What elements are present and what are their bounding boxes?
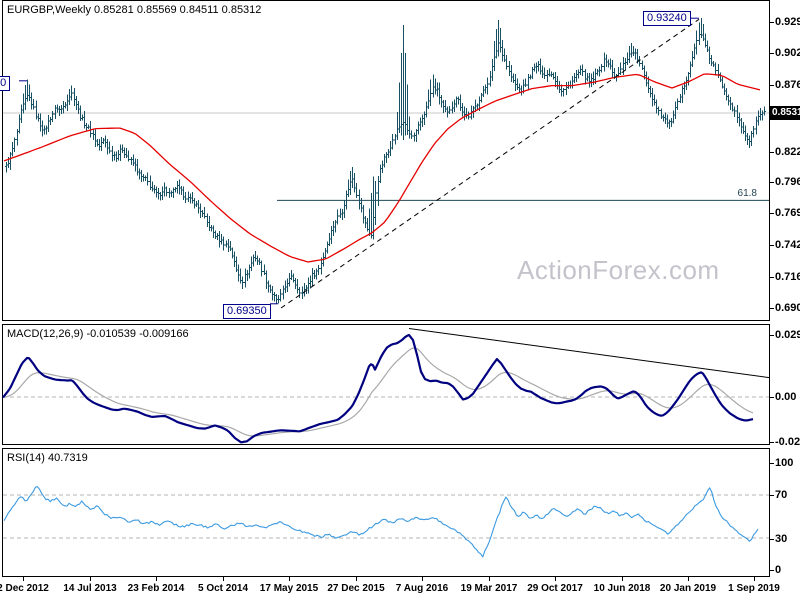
axis-price-label: 0.00 bbox=[775, 391, 797, 403]
axis-date-label: 27 Dec 2015 bbox=[327, 583, 385, 594]
axis-price-label: 0.90280 bbox=[775, 47, 800, 59]
axis-price-label: 0.69000 bbox=[775, 302, 800, 314]
axis-date-label: 7 Aug 2016 bbox=[395, 583, 449, 594]
axis-date-label: 20 Jan 2019 bbox=[659, 583, 717, 594]
axis-price-label: 70 bbox=[775, 489, 788, 501]
axis-date-label: 5 Oct 2014 bbox=[197, 583, 249, 594]
fib-level-label: 61.8 bbox=[737, 188, 757, 200]
axis-price-label: 0 bbox=[775, 564, 782, 576]
axis-price-label: 100 bbox=[775, 457, 794, 469]
axis-price-label: 0.92920 bbox=[775, 16, 800, 28]
axis-date-label: 17 May 2015 bbox=[259, 583, 319, 594]
axis-price-label: 0.71640 bbox=[775, 271, 800, 283]
annotation-left-clipped[interactable]: 60 bbox=[0, 76, 11, 91]
axis-date-label: 2 Dec 2012 bbox=[0, 583, 49, 594]
axis-date-label: 1 Sep 2019 bbox=[728, 583, 780, 594]
axis-price-label: 0.74280 bbox=[775, 239, 800, 251]
axis-price-label: -0.022074 bbox=[775, 436, 800, 448]
rsi-header: RSI(14) 40.7319 bbox=[7, 452, 88, 464]
axis-date-label: 29 Oct 2017 bbox=[527, 583, 583, 594]
axis-price-label: 0.82280 bbox=[775, 146, 800, 158]
annotation-high-0.93240[interactable]: 0.93240 bbox=[643, 11, 691, 26]
annotation-low-0.69350[interactable]: 0.69350 bbox=[223, 304, 271, 319]
axis-price-label: 0.76920 bbox=[775, 207, 800, 219]
axis-date-label: 10 Jun 2018 bbox=[593, 583, 651, 594]
axis-date-label: 23 Feb 2014 bbox=[127, 583, 185, 594]
axis-price-label: 30 bbox=[775, 533, 788, 545]
axis-price-label: 0.79640 bbox=[775, 176, 800, 188]
current-price-tag: 0.85312 bbox=[770, 105, 800, 120]
macd-header: MACD(12,26,9) -0.010539 -0.009166 bbox=[7, 328, 189, 340]
watermark: ActionForex.com bbox=[517, 255, 720, 285]
symbol-ohlc-header: EURGBP,Weekly 0.85281 0.85569 0.84511 0.… bbox=[7, 4, 262, 16]
axis-date-label: 14 Jul 2013 bbox=[63, 583, 117, 594]
axis-date-label: 19 Mar 2017 bbox=[460, 583, 518, 594]
axis-price-label: 0.87640 bbox=[775, 79, 800, 91]
axis-price-label: 0.029412 bbox=[775, 329, 800, 341]
